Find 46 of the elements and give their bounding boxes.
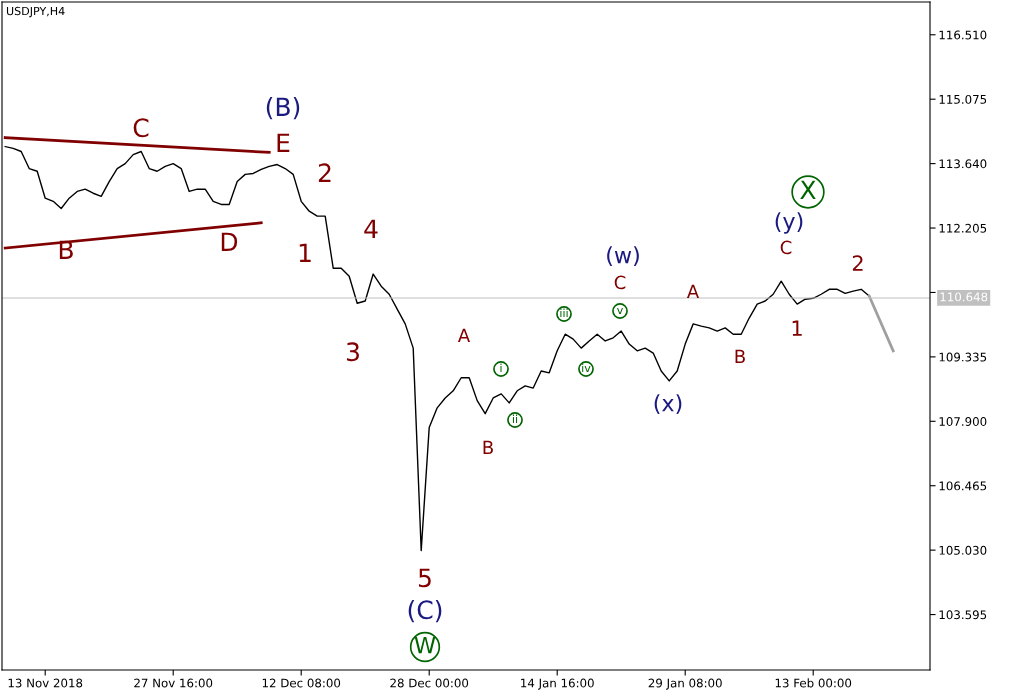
y-tick-label: 112.205 bbox=[939, 223, 987, 233]
annotation: (B) bbox=[266, 96, 300, 120]
annotation: 2 bbox=[318, 163, 331, 182]
annotation: X bbox=[800, 180, 816, 199]
y-tick-label: 107.900 bbox=[939, 417, 987, 426]
annotation: ii bbox=[512, 414, 518, 424]
y-tick-label: 113.640 bbox=[939, 159, 987, 169]
annotation: 3 bbox=[346, 342, 359, 362]
annotation: D bbox=[221, 232, 238, 251]
annotation: B bbox=[735, 349, 745, 363]
annotation: A bbox=[457, 328, 471, 342]
annotation: (C) bbox=[408, 599, 442, 623]
annotation: iv bbox=[582, 363, 591, 373]
x-tick-label: 27 Nov 16:00 bbox=[134, 678, 213, 688]
y-tick-label: 103.595 bbox=[939, 610, 987, 620]
annotation: iii bbox=[560, 308, 568, 318]
annotation: 5 bbox=[418, 568, 431, 588]
annotation: (y) bbox=[775, 212, 803, 234]
annotation: W bbox=[414, 636, 436, 654]
annotation: C bbox=[133, 118, 149, 138]
x-tick-label: 12 Dec 08:00 bbox=[262, 678, 341, 688]
annotation: (x) bbox=[654, 394, 682, 415]
y-tick-label: 116.510 bbox=[939, 30, 987, 40]
y-tick-label: 105.030 bbox=[939, 545, 987, 555]
annotation: i bbox=[500, 363, 502, 373]
x-tick-label: 29 Jan 08:00 bbox=[648, 678, 722, 690]
annotation: C bbox=[614, 275, 626, 290]
annotation: A bbox=[686, 284, 700, 298]
x-tick-label: 13 Feb 00:00 bbox=[775, 678, 852, 688]
ref-line-label: 110.648 bbox=[940, 292, 988, 302]
annotation: 1 bbox=[299, 243, 311, 262]
annotation: E bbox=[277, 133, 290, 152]
annotation: 2 bbox=[852, 255, 863, 271]
annotation: (w) bbox=[607, 246, 639, 267]
y-tick-label: 109.335 bbox=[939, 352, 987, 362]
x-tick-label: 28 Dec 00:00 bbox=[390, 678, 469, 688]
annotation: 1 bbox=[792, 320, 802, 336]
x-tick-label: 13 Nov 2018 bbox=[8, 678, 83, 688]
y-tick-label: 106.465 bbox=[939, 481, 987, 491]
annotation: C bbox=[780, 240, 792, 255]
chart-title: USDJPY,H4 bbox=[6, 6, 65, 18]
x-tick-label: 14 Jan 16:00 bbox=[521, 678, 594, 690]
annotation: v bbox=[617, 307, 623, 315]
annotation: B bbox=[483, 440, 493, 454]
annotation: 4 bbox=[364, 219, 378, 238]
y-tick-label: 115.075 bbox=[939, 94, 987, 104]
